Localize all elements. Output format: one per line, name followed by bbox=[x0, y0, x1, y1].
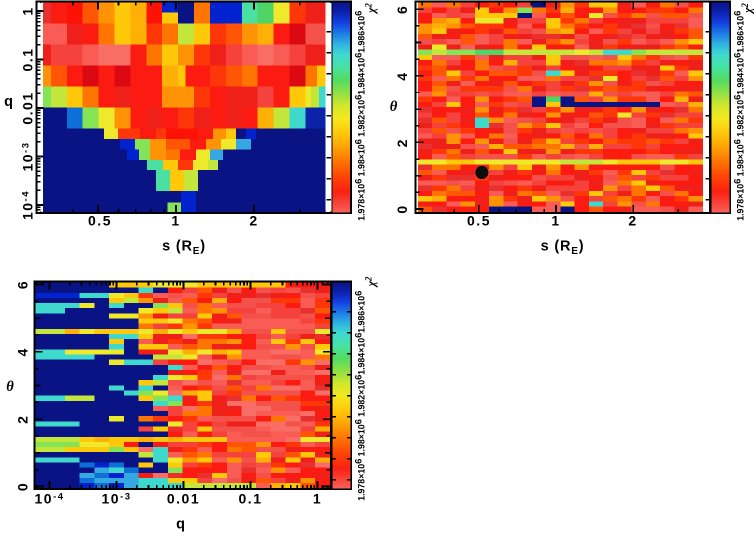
svg-text:χ2: χ2 bbox=[364, 276, 379, 288]
svg-text:6: 6 bbox=[394, 5, 410, 14]
svg-text:q: q bbox=[176, 517, 186, 533]
svg-text:1.984×106: 1.984×106 bbox=[354, 333, 367, 375]
svg-text:1: 1 bbox=[313, 491, 322, 507]
svg-text:θ: θ bbox=[390, 99, 398, 115]
svg-text:10-3: 10-3 bbox=[101, 491, 131, 507]
svg-text:1.986×106: 1.986×106 bbox=[354, 291, 367, 333]
svg-text:10-3: 10-3 bbox=[19, 141, 35, 171]
svg-text:0.1: 0.1 bbox=[239, 491, 263, 507]
svg-text:2: 2 bbox=[249, 213, 258, 229]
svg-text:1.982×106: 1.982×106 bbox=[354, 375, 367, 417]
svg-text:θ: θ bbox=[6, 379, 14, 395]
svg-text:1.98×106: 1.98×106 bbox=[733, 139, 746, 176]
svg-text:1.982×106: 1.982×106 bbox=[733, 95, 746, 137]
svg-text:q: q bbox=[4, 94, 14, 110]
svg-text:1.978×106: 1.978×106 bbox=[354, 459, 367, 501]
svg-text:1.978×106: 1.978×106 bbox=[354, 179, 367, 221]
svg-text:1.986×106: 1.986×106 bbox=[354, 11, 367, 53]
svg-text:1.986×106: 1.986×106 bbox=[733, 11, 746, 53]
svg-text:1.982×106: 1.982×106 bbox=[354, 95, 367, 137]
svg-text:0.5: 0.5 bbox=[88, 213, 112, 229]
svg-text:2: 2 bbox=[14, 415, 30, 424]
svg-text:0: 0 bbox=[14, 482, 30, 491]
svg-text:1: 1 bbox=[551, 213, 560, 229]
svg-text:0: 0 bbox=[394, 204, 410, 213]
svg-text:4: 4 bbox=[394, 71, 410, 80]
svg-text:1.978×106: 1.978×106 bbox=[733, 179, 746, 221]
svg-text:χ2: χ2 bbox=[364, 3, 379, 15]
svg-text:2: 2 bbox=[628, 213, 637, 229]
svg-text:1.984×106: 1.984×106 bbox=[733, 53, 746, 95]
svg-text:s (RE): s (RE) bbox=[541, 239, 585, 258]
svg-text:1: 1 bbox=[171, 213, 180, 229]
svg-text:0.5: 0.5 bbox=[467, 213, 491, 229]
svg-text:1.98×106: 1.98×106 bbox=[354, 419, 367, 456]
svg-text:s (RE): s (RE) bbox=[162, 239, 206, 258]
svg-text:χ2: χ2 bbox=[740, 3, 754, 15]
svg-text:10-4: 10-4 bbox=[34, 491, 64, 507]
svg-text:0.1: 0.1 bbox=[19, 48, 35, 72]
svg-text:1.98×106: 1.98×106 bbox=[354, 139, 367, 176]
svg-text:10-4: 10-4 bbox=[19, 190, 35, 220]
svg-text:4: 4 bbox=[14, 347, 30, 356]
svg-text:0.01: 0.01 bbox=[19, 91, 35, 124]
svg-text:6: 6 bbox=[14, 280, 30, 289]
svg-text:1.984×106: 1.984×106 bbox=[354, 53, 367, 95]
svg-text:2: 2 bbox=[394, 138, 410, 147]
svg-text:0.01: 0.01 bbox=[167, 491, 200, 507]
svg-text:1: 1 bbox=[19, 6, 35, 15]
